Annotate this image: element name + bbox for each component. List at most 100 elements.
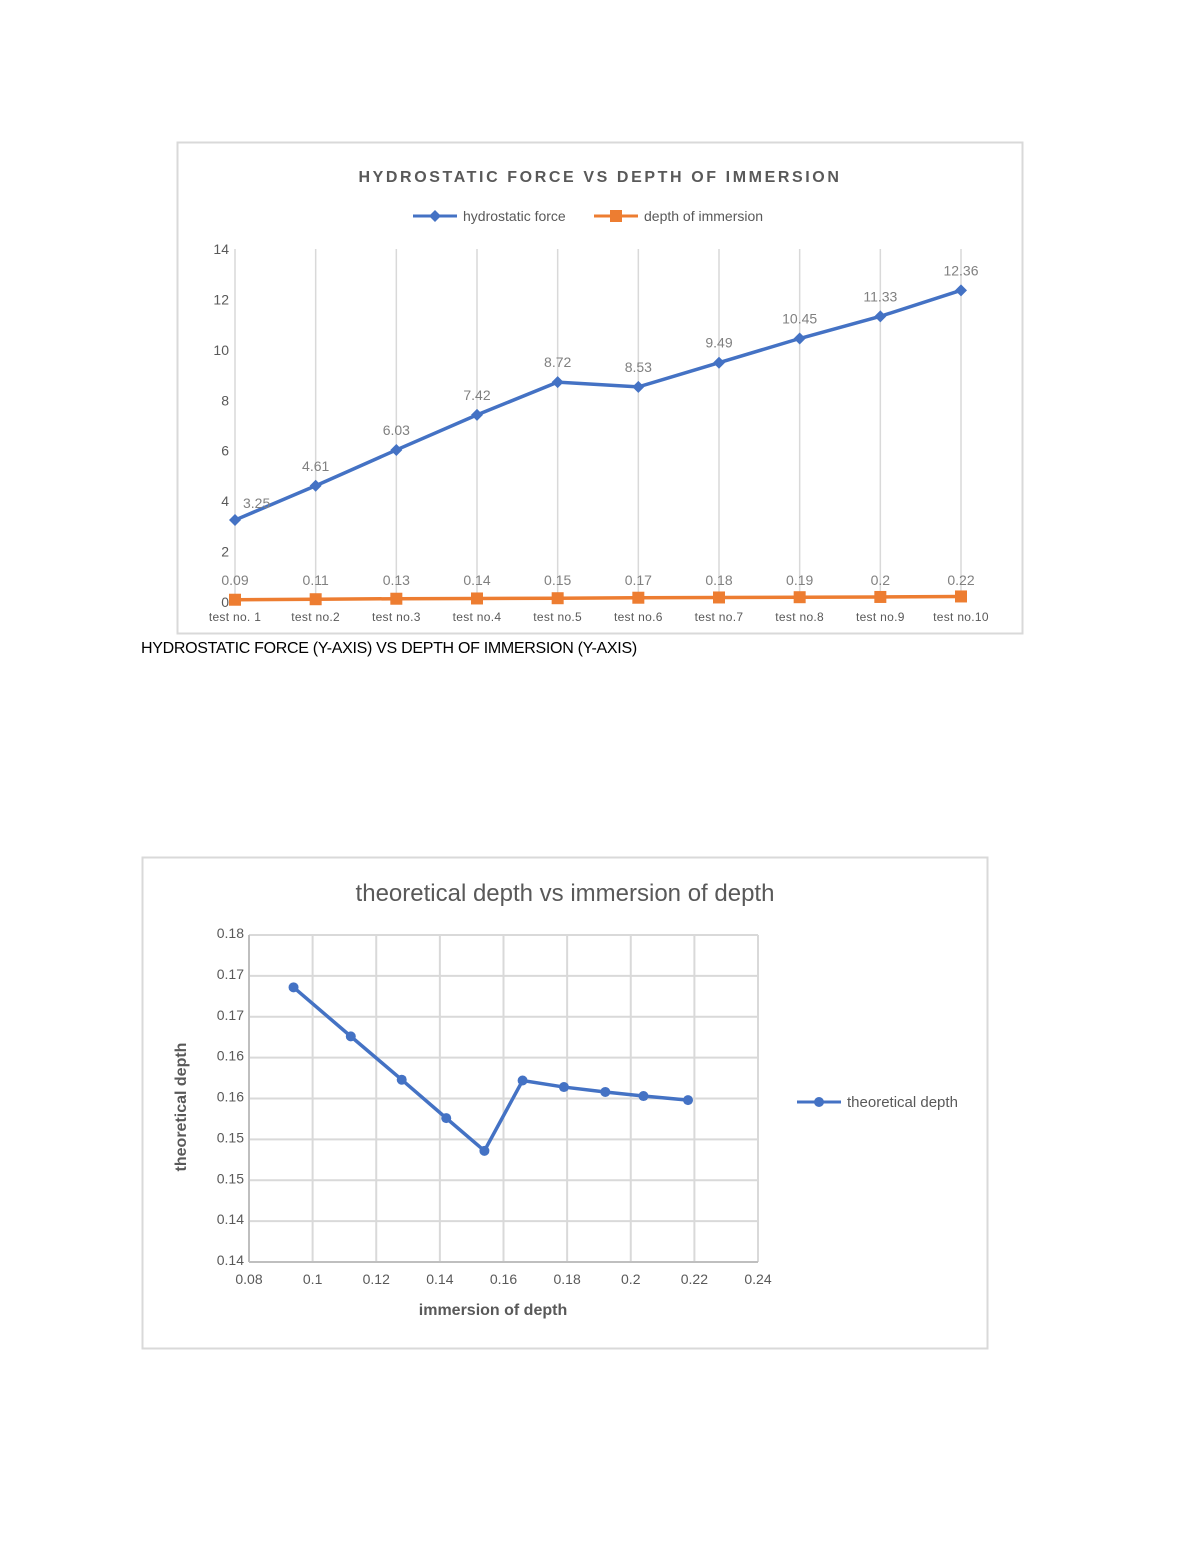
legend: hydrostatic force depth of immersion [413,208,763,224]
y-tick-label: 0.18 [217,925,244,941]
data-point-square [390,592,403,605]
x-tick-label: test no.7 [695,610,744,624]
series-line [234,288,962,522]
x-tick-label: test no.5 [533,610,582,624]
data-label: 0.22 [947,572,974,588]
y-tick-label: 10 [213,342,229,358]
data-label: 6.03 [383,422,410,438]
x-tick-label: test no.3 [372,610,421,624]
data-label: 12.36 [943,262,978,278]
data-label: 0.18 [705,572,732,588]
x-tick-label: 0.1 [303,1271,323,1287]
y-tick-label: 0.17 [217,966,244,982]
chart-frame [176,141,1024,635]
data-label: 0.15 [544,572,571,588]
chart-caption: HYDROSTATIC FORCE (Y-AXIS) VS DEPTH OF I… [141,640,637,657]
legend-label: hydrostatic force [463,208,566,224]
data-label: 0.11 [303,572,329,588]
legend-marker-circle [814,1097,824,1107]
data-point-square [955,590,967,603]
data-point-circle [288,982,299,993]
data-point-diamond [632,380,645,393]
data-point-square [471,592,483,605]
data-point-square [229,593,241,606]
x-tick-label: test no.10 [933,610,989,624]
data-point-circle [558,1082,569,1093]
x-tick-label: 0.24 [744,1271,771,1287]
data-point-circle [600,1086,611,1097]
y-tick-label: 12 [213,291,229,307]
data-point-circle [638,1091,649,1102]
legend-label: theoretical depth [847,1094,958,1111]
data-point-circle [479,1145,490,1156]
data-point-square [874,590,887,603]
x-axis-title: immersion of depth [419,1302,567,1319]
data-label: 3.25 [243,495,270,511]
data-point-diamond [551,376,564,389]
data-point-diamond [390,443,403,456]
data-point-diamond [471,408,483,421]
data-point-circle [396,1074,407,1085]
y-tick-label: 4 [221,493,229,509]
y-tick-label: 14 [213,241,229,257]
y-tick-label: 2 [221,544,229,560]
chart-title: HYDROSTATIC FORCE VS DEPTH OF IMMERSION [358,169,841,186]
data-point-circle [683,1095,694,1106]
data-label: 0.09 [221,572,248,588]
x-tick-label: test no.6 [614,610,663,624]
data-label: 0.13 [383,572,410,588]
data-point-diamond [229,514,241,527]
data-point-diamond [793,332,806,345]
y-tick-label: 0 [221,594,229,610]
x-tick-label: test no.9 [856,610,905,624]
y-tick-label: 0.15 [217,1129,244,1145]
data-point-diamond [309,479,322,492]
chart-theoretical-depth: theoretical depth vs immersion of depth 0… [141,856,989,1350]
x-tick-label: 0.18 [554,1271,581,1287]
data-label: 10.45 [782,311,817,327]
x-tick-label: 0.16 [490,1271,517,1287]
y-tick-label: 0.14 [217,1211,244,1227]
x-tick-label: 0.08 [235,1271,262,1287]
data-point-circle [345,1031,356,1042]
data-point-square [632,591,645,604]
legend-label: depth of immersion [644,208,763,224]
x-tick-label: 0.2 [621,1271,641,1287]
series-line [292,985,689,1154]
series-line [234,594,962,602]
chart-title: theoretical depth vs immersion of depth [356,880,775,907]
x-tick-label: test no.4 [453,610,502,624]
data-point-square [713,591,725,604]
data-point-diamond [874,310,887,323]
data-label: 8.72 [544,354,571,370]
y-tick-label: 0.14 [217,1252,244,1268]
y-tick-label: 6 [221,443,229,459]
data-point-circle [517,1075,528,1086]
data-label: 7.42 [463,387,490,403]
chart-frame [141,856,989,1350]
data-label: 11.33 [863,288,897,304]
data-label: 0.2 [871,572,891,588]
data-label: 0.19 [786,572,813,588]
legend-marker-square [610,210,622,222]
data-point-square [551,592,564,605]
data-label: 0.14 [463,572,490,588]
data-label: 9.49 [705,335,732,351]
data-label: 8.53 [625,359,652,375]
data-point-diamond [955,284,967,297]
y-axis-title: theoretical depth [173,1043,190,1172]
data-point-square [309,593,322,606]
data-point-diamond [713,356,725,369]
y-tick-label: 0.15 [217,1170,244,1186]
x-tick-label: test no.2 [291,610,340,624]
data-point-circle [441,1113,452,1124]
y-tick-label: 0.17 [217,1007,244,1023]
data-point-square [793,591,806,604]
legend-marker-diamond [429,210,441,222]
y-tick-label: 0.16 [217,1048,244,1064]
x-tick-label: test no.8 [775,610,824,624]
y-tick-label: 0.16 [217,1089,244,1105]
x-tick-label: test no. 1 [209,610,261,624]
x-tick-label: 0.14 [426,1271,453,1287]
